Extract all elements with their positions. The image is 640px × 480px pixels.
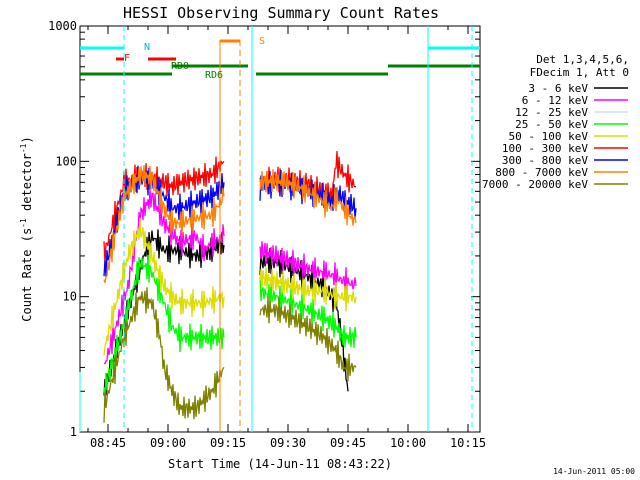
annotation-RD6: RD6 [205,70,223,81]
y-tick-label: 10 [63,290,77,304]
legend-label: 12 - 25 keV [515,106,588,119]
series-line-3-seg-1 [259,277,357,348]
x-tick-label: 09:00 [150,436,186,450]
plot-frame [79,25,481,433]
series-line-3-seg-0 [103,254,225,397]
series-line-4-seg-1 [259,267,357,312]
x-axis-label: Start Time (14-Jun-11 08:43:22) [168,457,392,471]
series-lines [103,150,357,423]
legend-label: 300 - 800 keV [502,154,588,167]
annotation-S: S [259,36,265,47]
flag-bars [80,39,480,76]
axis-ticks [80,25,480,433]
legend-label: 50 - 100 keV [509,130,589,143]
series-line-8-seg-0 [103,287,225,423]
y-label-sup1: -1 [19,218,28,228]
x-tick-labels: 08:45 09:00 09:15 09:30 09:45 10:00 10:15 [90,436,486,450]
series-line-0-seg-0 [103,229,225,396]
y-tick-label: 1 [70,425,77,439]
annotation-N: N [144,42,150,53]
y-label-part3: ) [20,136,34,143]
y-axis-label-text: Count Rate (s-1 detector-1) [19,136,34,321]
x-tick-label: 08:45 [90,436,126,450]
y-tick-labels: 1 10 100 1000 [48,19,77,439]
x-tick-label: 09:30 [270,436,306,450]
legend-header-2: FDecim 1, Att 0 [530,66,629,79]
annotation-RD0: RD0 [171,61,189,72]
legend-header-1: Det 1,3,4,5,6, [536,53,629,66]
series-line-8-seg-1 [259,296,357,382]
y-axis-label: Count Rate (s-1 detector-1) [19,136,34,321]
legend-label: 6 - 12 keV [522,94,589,107]
y-tick-label: 1000 [48,19,77,33]
vertical-markers [79,26,473,432]
x-tick-label: 10:15 [450,436,486,450]
x-tick-label: 09:15 [210,436,246,450]
series-line-1-seg-1 [259,241,357,295]
y-label-part2: detector [20,153,34,218]
legend-label: 7000 - 20000 keV [482,178,588,191]
y-tick-label: 100 [55,154,77,168]
annotation-F: F [124,53,130,64]
legend-label: 25 - 50 keV [515,118,588,131]
legend-label: 3 - 6 keV [528,82,588,95]
series-line-7-seg-1 [259,169,357,226]
y-label-part1: Count Rate (s [20,228,34,322]
legend-label: 800 - 7000 keV [495,166,588,179]
legend-label: 100 - 300 keV [502,142,588,155]
legend: Det 1,3,4,5,6, FDecim 1, Att 0 3 - 6 keV… [482,53,629,191]
series-line-7-seg-0 [103,165,225,283]
x-tick-label: 09:45 [330,436,366,450]
x-tick-label: 10:00 [390,436,426,450]
chart-title: HESSI Observing Summary Count Rates [123,4,439,22]
y-label-sup2: -1 [19,143,28,153]
timestamp: 14-Jun-2011 05:00 [553,467,635,476]
